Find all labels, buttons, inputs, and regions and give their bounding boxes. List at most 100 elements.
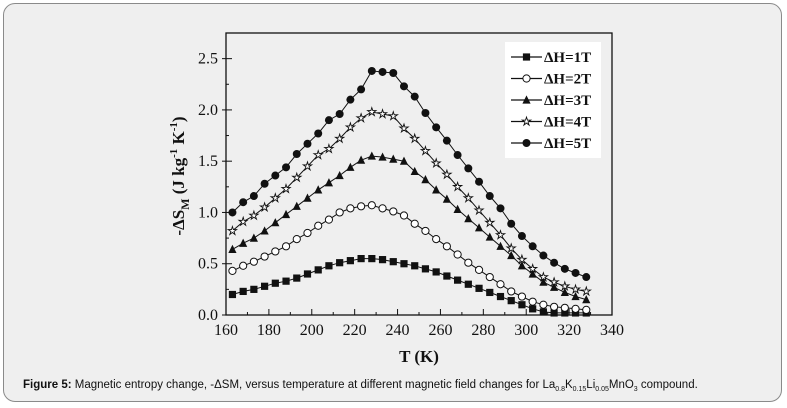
data-point (432, 235, 441, 244)
data-point (367, 151, 376, 160)
data-point (464, 214, 473, 223)
data-point (239, 261, 248, 270)
x-tick-label: 220 (343, 322, 367, 339)
data-point (282, 277, 290, 285)
formula-element: Li (586, 379, 596, 391)
data-point (346, 162, 355, 171)
data-point (518, 301, 526, 309)
data-point (421, 175, 430, 184)
data-point (410, 92, 419, 101)
data-point (421, 226, 430, 236)
data-point (464, 258, 473, 267)
data-point (389, 154, 398, 163)
legend-label: ΔH=1T (544, 50, 591, 66)
data-point (314, 185, 323, 194)
data-point (399, 211, 409, 220)
caption-tail: compound. (637, 379, 698, 391)
series-line (232, 258, 587, 314)
data-point (336, 259, 344, 267)
data-point (237, 215, 249, 227)
data-point (346, 204, 355, 213)
y-tick-label: 0.0 (198, 307, 218, 324)
x-tick-label: 200 (300, 322, 324, 339)
formula-subscript: 3 (633, 386, 638, 393)
data-point (226, 224, 239, 236)
data-point (312, 149, 324, 160)
data-point (571, 268, 580, 277)
data-point (314, 266, 322, 274)
data-point (464, 280, 472, 288)
data-point (271, 171, 280, 180)
data-point (432, 268, 440, 276)
data-point (550, 309, 558, 317)
data-point (517, 261, 527, 270)
data-point (228, 266, 237, 276)
data-point (366, 106, 378, 117)
data-point (453, 151, 462, 160)
data-point (400, 260, 408, 268)
data-point (560, 303, 569, 312)
data-point (367, 66, 376, 75)
data-point (421, 108, 430, 117)
caption-text: Magnetic entropy change, -ΔSM, versus te… (71, 379, 543, 391)
data-point (539, 308, 547, 316)
data-point (496, 204, 505, 213)
data-point (442, 242, 451, 251)
data-point (496, 241, 505, 250)
data-point (378, 204, 387, 213)
data-point (249, 233, 258, 242)
data-point (441, 168, 453, 180)
data-point (398, 122, 410, 134)
data-point (260, 252, 269, 261)
formula-subscript: 0.05 (595, 386, 609, 393)
data-point (517, 292, 527, 301)
data-point (454, 276, 462, 284)
x-tick-label: 180 (257, 322, 281, 339)
data-point (474, 265, 484, 274)
data-point (280, 182, 292, 194)
data-point (410, 219, 419, 228)
data-point (409, 132, 421, 144)
data-point (485, 192, 494, 201)
data-point (357, 85, 366, 94)
data-point (281, 242, 291, 251)
data-point (324, 178, 334, 187)
series-5 (228, 66, 591, 282)
data-point (410, 166, 419, 176)
data-point (324, 116, 333, 125)
caption-label: Figure 5: (23, 379, 72, 391)
data-point (475, 284, 483, 292)
data-point (550, 282, 559, 291)
legend-marker (520, 115, 533, 127)
data-point (464, 164, 473, 173)
formula-element: MnO (608, 379, 634, 391)
x-tick-label: 160 (214, 322, 238, 339)
data-point (430, 157, 442, 169)
legend-marker (522, 53, 531, 61)
data-point (462, 192, 474, 203)
data-point (228, 244, 237, 253)
data-point (475, 177, 484, 186)
data-point (378, 67, 387, 76)
y-tick-label: 2.0 (198, 102, 218, 119)
data-point (376, 108, 389, 119)
data-point (239, 198, 248, 207)
data-point (443, 272, 451, 280)
data-point (485, 232, 494, 241)
data-point (528, 269, 537, 278)
data-point (271, 279, 279, 287)
data-point (516, 253, 528, 265)
data-point (228, 290, 237, 299)
x-tick-label: 340 (600, 322, 624, 339)
formula-element: K (565, 379, 573, 391)
data-point (496, 292, 505, 301)
y-tick-label: 1.0 (198, 204, 218, 221)
data-point (324, 215, 334, 224)
series-4 (226, 106, 592, 297)
data-point (260, 179, 269, 188)
series-line (232, 204, 587, 311)
data-point (387, 110, 399, 121)
legend-label: ΔH=3T (544, 93, 591, 109)
data-point (528, 242, 537, 251)
axes: 160 180 200 220 240 260 280 300 320 340 0.0 0.5 1.0 1… (198, 32, 624, 339)
